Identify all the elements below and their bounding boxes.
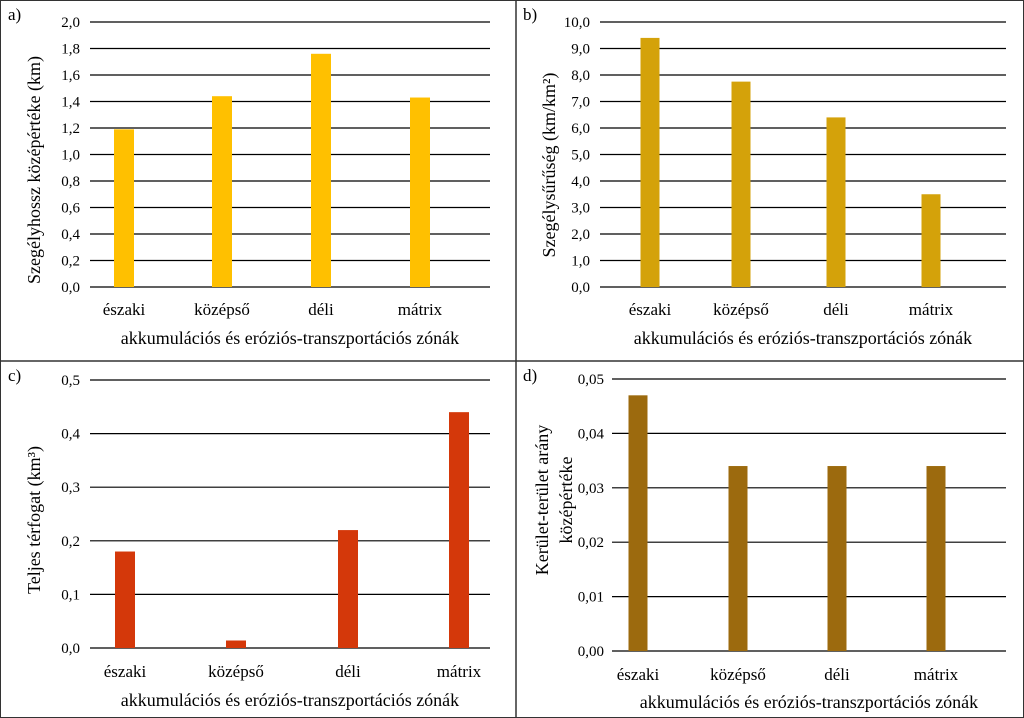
x-tick-label: déli (824, 665, 850, 684)
y-axis-label: Kerület-terület arány (532, 425, 552, 575)
panel-a-chart: a) 0,0 0,2 0,4 0,6 0,8 1,0 1,2 1,4 1,6 1,8 2,0 észak… (8, 5, 490, 348)
y-tick-label: 0,01 (578, 590, 604, 606)
panel-letter: a) (8, 5, 21, 24)
x-tick-label: északi (629, 300, 672, 319)
y-tick-label: 0,00 (578, 644, 604, 660)
y-tick-label: 1,8 (61, 42, 80, 58)
bar (827, 466, 847, 651)
panel-c-chart: c) 0,0 0,1 0,2 0,3 0,4 0,5 északi középső déli mát… (8, 366, 490, 710)
x-axis-label: akkumulációs és eróziós-transzportációs … (121, 328, 459, 348)
y-tick-label: 0,5 (61, 373, 80, 389)
y-tick-label: 0,0 (571, 280, 590, 296)
y-tick-label: 1,0 (571, 254, 590, 270)
x-axis-label: akkumulációs és eróziós-transzportációs … (634, 328, 972, 348)
y-tick-label: 0,4 (61, 227, 80, 243)
y-tick-label: 0,02 (578, 535, 604, 551)
bar (640, 37, 660, 288)
x-tick-label: mátrix (914, 665, 959, 684)
y-tick-label: 0,8 (61, 174, 80, 190)
x-tick-label: mátrix (909, 300, 954, 319)
y-tick-label: 0,0 (61, 280, 80, 296)
y-tick-label: 0,2 (61, 534, 80, 550)
x-axis-label: akkumulációs és eróziós-transzportációs … (640, 692, 978, 712)
bar (226, 640, 246, 648)
panel-letter: b) (523, 5, 537, 24)
y-tick-label: 5,0 (571, 148, 590, 164)
x-tick-label: mátrix (437, 662, 482, 681)
y-tick-label: 2,0 (571, 227, 590, 243)
x-tick-label: középső (208, 662, 264, 681)
y-axis-label: Szegélyhossz középértéke (km) (24, 56, 45, 284)
x-tick-label: északi (104, 662, 147, 681)
y-tick-label: 1,2 (61, 121, 80, 137)
y-tick-label: 9,0 (571, 42, 590, 58)
x-tick-label: középső (194, 300, 250, 319)
x-tick-label: mátrix (398, 300, 443, 319)
x-tick-label: középső (710, 665, 766, 684)
bar (449, 412, 469, 648)
y-tick-label: 0,3 (61, 480, 80, 496)
x-tick-label: északi (103, 300, 146, 319)
y-tick-label: 10,0 (564, 15, 590, 31)
y-tick-label: 0,4 (61, 427, 80, 443)
y-tick-label: 0,6 (61, 201, 80, 217)
bar (826, 117, 846, 288)
bar (212, 96, 232, 287)
y-tick-label: 0,03 (578, 481, 604, 497)
x-tick-label: déli (823, 300, 849, 319)
bar (921, 194, 941, 287)
y-tick-label: 0,0 (61, 641, 80, 657)
bar (311, 53, 331, 287)
y-tick-label: 8,0 (571, 68, 590, 84)
y-tick-label: 4,0 (571, 174, 590, 190)
y-tick-label: 0,05 (578, 372, 604, 388)
x-axis-label: akkumulációs és eróziós-transzportációs … (121, 690, 459, 710)
x-tick-label: északi (617, 665, 660, 684)
panel-b-chart: b) 0,0 1,0 2,0 3,0 4,0 5,0 6,0 7,0 8,0 9,0 10,0 észa… (523, 5, 1006, 348)
bar (926, 466, 946, 651)
y-tick-label: 1,6 (61, 68, 80, 84)
y-tick-label: 0,1 (61, 587, 80, 603)
x-tick-label: déli (308, 300, 334, 319)
bar (338, 530, 358, 648)
y-axis-label: Szegélysűrűség (km/km²) (539, 73, 560, 258)
y-tick-label: 0,04 (578, 426, 605, 442)
bar (114, 129, 134, 287)
x-tick-label: déli (335, 662, 361, 681)
bar (410, 97, 430, 288)
panel-letter: d) (523, 366, 537, 385)
x-tick-label: középső (713, 300, 769, 319)
bar (728, 466, 748, 651)
y-axis-label: Teljes térfogat (km³) (24, 446, 45, 594)
bar (628, 395, 648, 651)
y-tick-label: 3,0 (571, 201, 590, 217)
y-tick-label: 1,0 (61, 148, 80, 164)
bar (731, 81, 751, 287)
panel-letter: c) (8, 366, 21, 385)
y-tick-label: 7,0 (571, 95, 590, 111)
y-tick-label: 2,0 (61, 15, 80, 31)
panel-d-chart: d) 0,00 0,01 0,02 0,03 0,04 0,05 északi középső d… (523, 366, 1006, 712)
bar (115, 551, 135, 648)
y-tick-label: 0,2 (61, 254, 80, 270)
y-axis-label: középértéke (556, 457, 576, 544)
y-tick-label: 6,0 (571, 121, 590, 137)
y-tick-label: 1,4 (61, 95, 80, 111)
